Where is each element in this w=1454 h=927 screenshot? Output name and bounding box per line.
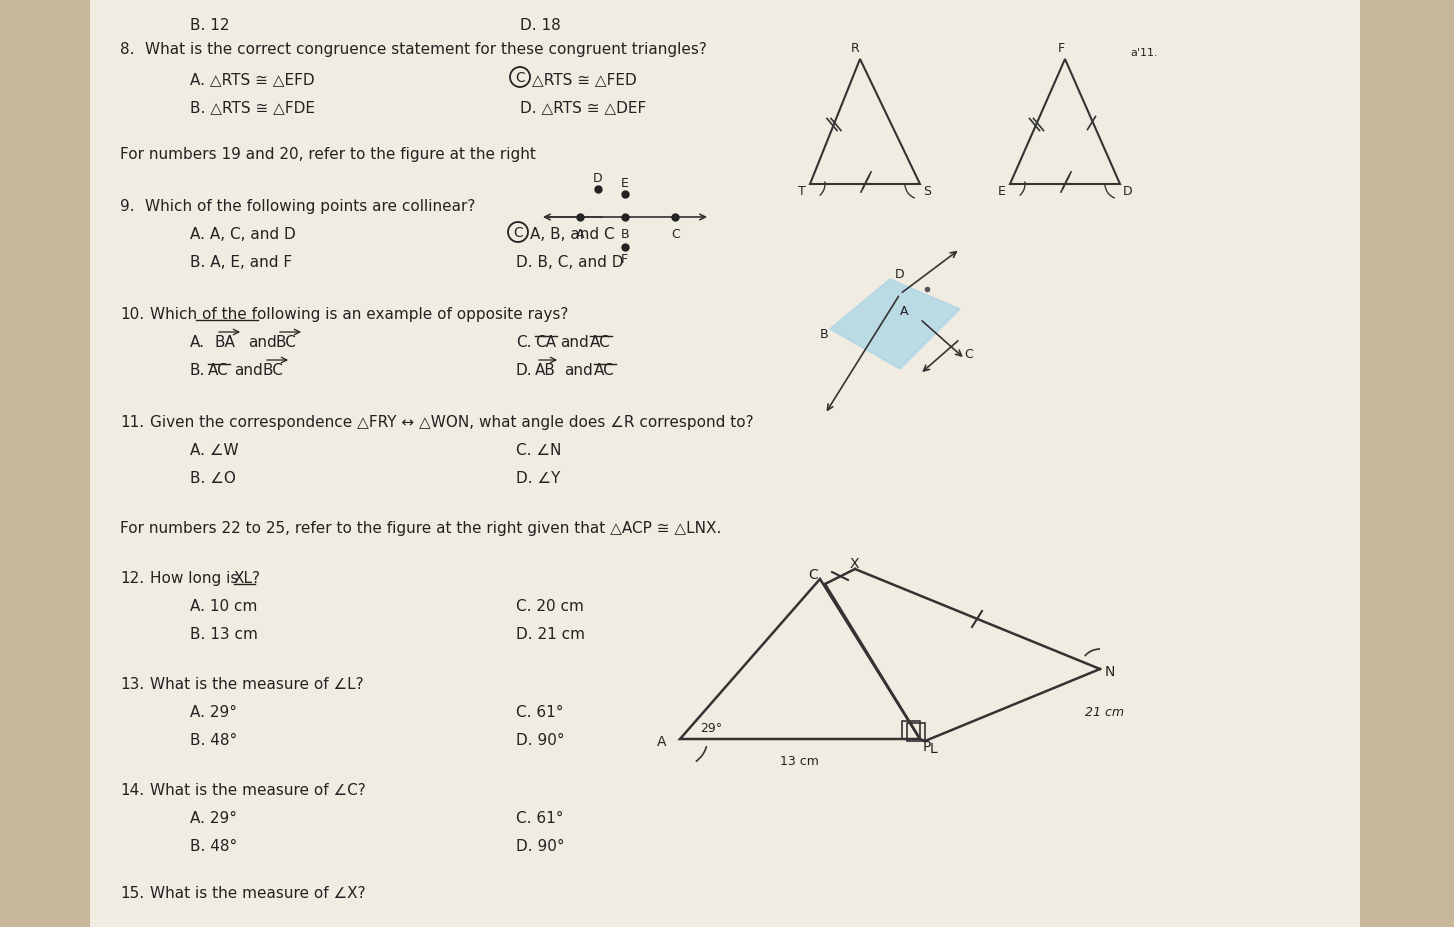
Text: A. A, C, and D: A. A, C, and D — [190, 227, 295, 242]
Text: R: R — [851, 42, 859, 55]
Text: A.: A. — [190, 335, 205, 349]
Text: AC: AC — [208, 362, 228, 377]
Bar — [907, 723, 925, 742]
Text: N: N — [1105, 665, 1115, 679]
Text: 21 cm: 21 cm — [1085, 705, 1124, 718]
Text: P: P — [923, 739, 932, 753]
Text: D. ∠Y: D. ∠Y — [516, 471, 560, 486]
Text: E: E — [997, 184, 1006, 197]
Text: Given the correspondence △FRY ↔ △WON, what angle does ∠R correspond to?: Given the correspondence △FRY ↔ △WON, wh… — [150, 414, 753, 429]
Text: A: A — [657, 734, 667, 748]
Text: D.: D. — [516, 362, 532, 377]
Text: △RTS ≅ △FED: △RTS ≅ △FED — [532, 72, 637, 87]
Text: For numbers 19 and 20, refer to the figure at the right: For numbers 19 and 20, refer to the figu… — [121, 146, 537, 162]
Text: 29°: 29° — [699, 721, 723, 734]
Text: C.: C. — [516, 335, 532, 349]
Text: A, B, and C: A, B, and C — [531, 227, 615, 242]
Text: C: C — [808, 567, 817, 581]
Text: C. ∠N: C. ∠N — [516, 442, 561, 458]
Text: C: C — [964, 348, 973, 361]
Text: and: and — [234, 362, 263, 377]
Text: What is the measure of ∠C?: What is the measure of ∠C? — [150, 782, 366, 797]
Text: and: and — [249, 335, 276, 349]
Text: A. 10 cm: A. 10 cm — [190, 598, 257, 614]
Text: XL?: XL? — [234, 570, 262, 585]
Text: 13.: 13. — [121, 677, 144, 692]
Text: D. B, C, and D: D. B, C, and D — [516, 255, 624, 270]
Text: X: X — [851, 556, 859, 570]
Text: A. 29°: A. 29° — [190, 705, 237, 719]
Text: D. 90°: D. 90° — [516, 732, 564, 747]
Text: S: S — [923, 184, 931, 197]
Text: B. ∠O: B. ∠O — [190, 471, 236, 486]
Text: For numbers 22 to 25, refer to the figure at the right given that △ACP ≅ △LNX.: For numbers 22 to 25, refer to the figur… — [121, 520, 721, 536]
FancyBboxPatch shape — [90, 0, 1359, 927]
Text: E: E — [621, 177, 630, 190]
Text: 8.: 8. — [121, 42, 135, 57]
Text: BA: BA — [215, 335, 236, 349]
Text: 10.: 10. — [121, 307, 144, 322]
Text: B. 48°: B. 48° — [190, 838, 237, 853]
Text: What is the measure of ∠L?: What is the measure of ∠L? — [150, 677, 364, 692]
Text: 14.: 14. — [121, 782, 144, 797]
Text: C: C — [513, 226, 523, 240]
Text: D. 18: D. 18 — [521, 18, 561, 33]
Text: D. 90°: D. 90° — [516, 838, 564, 853]
Text: BC: BC — [263, 362, 284, 377]
Bar — [901, 721, 920, 739]
Text: What is the measure of ∠X?: What is the measure of ∠X? — [150, 885, 365, 900]
Text: C: C — [670, 228, 680, 241]
Text: C. 61°: C. 61° — [516, 705, 564, 719]
Text: B. 12: B. 12 — [190, 18, 230, 33]
Text: B: B — [820, 327, 829, 340]
Text: a'11.: a'11. — [1130, 48, 1157, 57]
Text: F: F — [621, 253, 628, 266]
Text: D. 21 cm: D. 21 cm — [516, 627, 585, 641]
Text: What is the correct congruence statement for these congruent triangles?: What is the correct congruence statement… — [145, 42, 707, 57]
Text: AC: AC — [590, 335, 611, 349]
Text: C: C — [515, 71, 525, 85]
Text: B. 13 cm: B. 13 cm — [190, 627, 257, 641]
Text: B: B — [621, 228, 630, 241]
Text: C. 20 cm: C. 20 cm — [516, 598, 585, 614]
Text: A. △RTS ≅ △EFD: A. △RTS ≅ △EFD — [190, 72, 314, 87]
Text: CA: CA — [535, 335, 555, 349]
Text: B.: B. — [190, 362, 205, 377]
Text: F: F — [1057, 42, 1064, 55]
Text: A. ∠W: A. ∠W — [190, 442, 238, 458]
Text: C. 61°: C. 61° — [516, 810, 564, 825]
Text: AB: AB — [535, 362, 555, 377]
Text: and: and — [564, 362, 593, 377]
Text: 13 cm: 13 cm — [779, 755, 819, 768]
Text: AC: AC — [595, 362, 615, 377]
Text: 15.: 15. — [121, 885, 144, 900]
Text: A. 29°: A. 29° — [190, 810, 237, 825]
Text: D. △RTS ≅ △DEF: D. △RTS ≅ △DEF — [521, 100, 646, 115]
Text: B. 48°: B. 48° — [190, 732, 237, 747]
Text: A: A — [900, 305, 909, 318]
Text: Which of the following is an example of opposite rays?: Which of the following is an example of … — [150, 307, 569, 322]
Text: and: and — [560, 335, 589, 349]
Text: D: D — [593, 171, 602, 184]
Text: A: A — [576, 228, 585, 241]
Text: Which of the following points are collinear?: Which of the following points are collin… — [145, 198, 475, 214]
Text: B. A, E, and F: B. A, E, and F — [190, 255, 292, 270]
Text: D: D — [896, 268, 904, 281]
Text: B. △RTS ≅ △FDE: B. △RTS ≅ △FDE — [190, 100, 316, 115]
Polygon shape — [830, 280, 960, 370]
Text: BC: BC — [276, 335, 297, 349]
Text: 9.: 9. — [121, 198, 135, 214]
Text: D: D — [1122, 184, 1133, 197]
Text: 11.: 11. — [121, 414, 144, 429]
Text: L: L — [931, 742, 938, 756]
Text: How long is: How long is — [150, 570, 238, 585]
Text: T: T — [798, 184, 806, 197]
Text: 12.: 12. — [121, 570, 144, 585]
